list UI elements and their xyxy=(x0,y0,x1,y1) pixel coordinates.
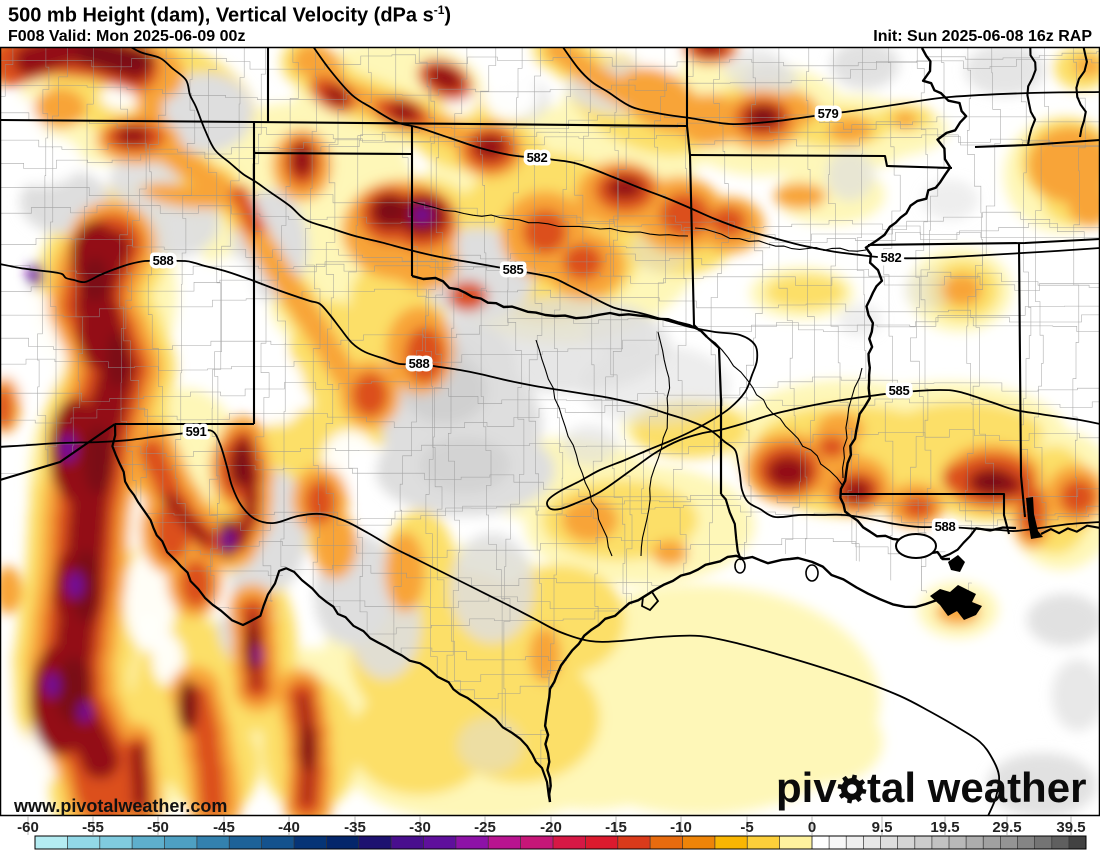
svg-text:-45: -45 xyxy=(213,819,235,836)
svg-text:19.5: 19.5 xyxy=(930,819,959,836)
svg-text:585: 585 xyxy=(503,262,524,277)
svg-text:-40: -40 xyxy=(278,819,300,836)
svg-text:579: 579 xyxy=(818,106,839,121)
svg-text:-60: -60 xyxy=(17,819,39,836)
svg-text:582: 582 xyxy=(527,150,548,165)
svg-text:-5: -5 xyxy=(740,819,753,836)
svg-text:-50: -50 xyxy=(147,819,169,836)
svg-text:tal weather: tal weather xyxy=(867,764,1086,811)
svg-text:-35: -35 xyxy=(344,819,366,836)
svg-text:-10: -10 xyxy=(670,819,692,836)
svg-text:-55: -55 xyxy=(82,819,104,836)
svg-text:-25: -25 xyxy=(474,819,496,836)
svg-text:582: 582 xyxy=(881,250,902,265)
svg-text:29.5: 29.5 xyxy=(992,819,1021,836)
svg-text:-15: -15 xyxy=(605,819,627,836)
svg-text:0: 0 xyxy=(808,819,816,836)
svg-text:588: 588 xyxy=(409,356,430,371)
svg-text:39.5: 39.5 xyxy=(1056,819,1085,836)
svg-text:-20: -20 xyxy=(540,819,562,836)
svg-text:9.5: 9.5 xyxy=(872,819,893,836)
svg-text:-30: -30 xyxy=(409,819,431,836)
svg-text:591: 591 xyxy=(186,424,207,439)
svg-text:588: 588 xyxy=(935,519,956,534)
svg-text:585: 585 xyxy=(889,383,910,398)
svg-text:588: 588 xyxy=(153,253,174,268)
svg-text:piv: piv xyxy=(776,764,837,811)
